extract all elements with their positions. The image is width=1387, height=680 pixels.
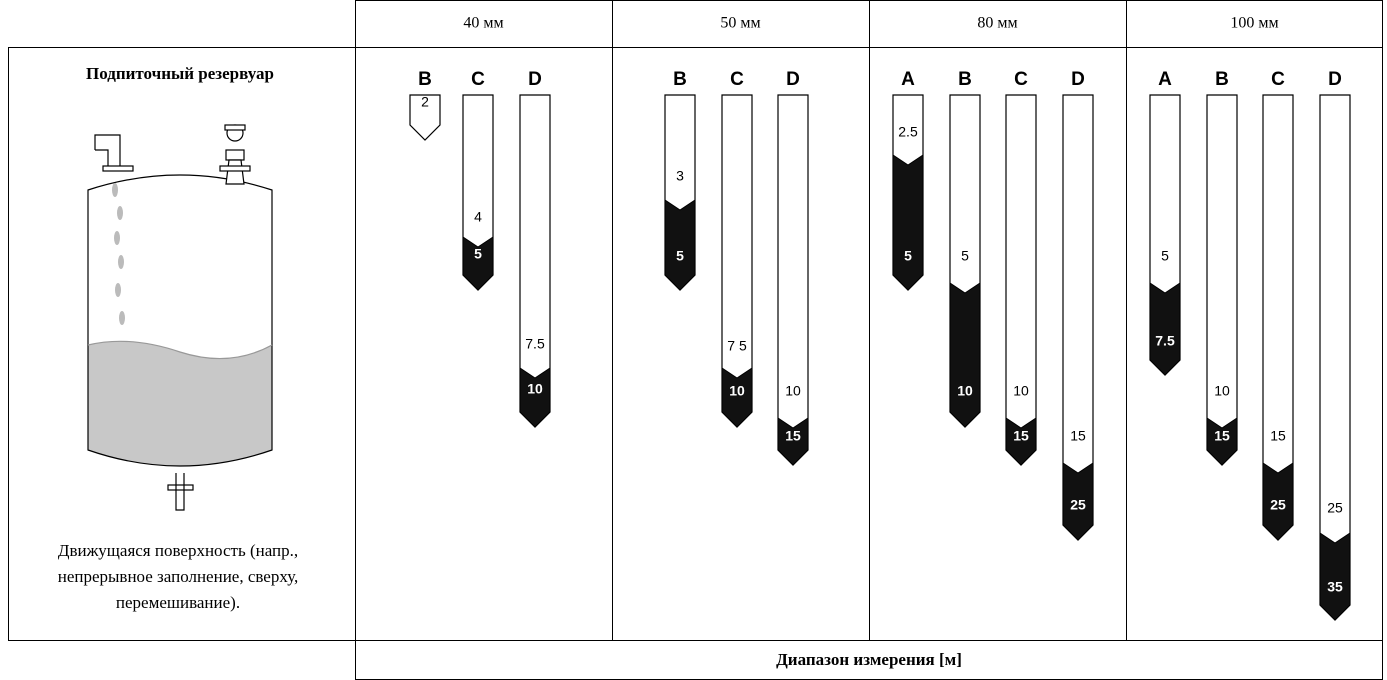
range-bar-max: [1005, 417, 1037, 466]
range-upper: 5: [1161, 248, 1169, 264]
range-bar-max: [777, 417, 809, 466]
tank-title: Подпиточный резервуар: [86, 64, 274, 83]
range-bar-max: [1262, 462, 1294, 541]
range-lower: 5: [904, 248, 912, 264]
range-lower: 15: [785, 428, 801, 444]
bar-letter: B: [1215, 69, 1229, 90]
caption-line: перемешивание).: [116, 593, 240, 612]
range-bar-max: [1319, 532, 1351, 621]
range-upper: 15: [1070, 428, 1086, 444]
bar-letter: B: [418, 69, 432, 90]
range-upper: 5: [961, 248, 969, 264]
bar-letter: D: [786, 69, 800, 90]
range-upper: 10: [1214, 383, 1230, 399]
range-lower: 10: [527, 381, 543, 397]
bar-letter: B: [673, 69, 687, 90]
bar-letter: D: [1328, 69, 1342, 90]
bar-letter: A: [901, 69, 915, 90]
bar-letter: D: [528, 69, 542, 90]
bar-letter: C: [1271, 69, 1285, 90]
range-lower: 15: [1013, 428, 1029, 444]
bar-letter: C: [1014, 69, 1028, 90]
range-lower: 10: [957, 383, 973, 399]
range-upper: 10: [785, 383, 801, 399]
column-header: 40 мм: [463, 15, 503, 32]
range-bar: [1005, 94, 1037, 466]
range-bar-max: [949, 282, 981, 428]
bar-letter: C: [730, 69, 744, 90]
range-bar-max: [1206, 417, 1238, 466]
range-lower: 5: [676, 248, 684, 264]
range-lower: 15: [1214, 428, 1230, 444]
range-bar-max: [721, 367, 753, 428]
bar-letter: B: [958, 69, 972, 90]
range-lower: 25: [1270, 497, 1286, 513]
range-upper: 2.5: [898, 124, 918, 140]
range-upper: 25: [1327, 500, 1343, 516]
range-lower: 10: [729, 383, 745, 399]
footer: Диапазон измерения [м]: [776, 650, 962, 669]
range-bar: [409, 94, 441, 141]
bar-letter: D: [1071, 69, 1085, 90]
tank-drawing: [87, 124, 273, 511]
range-bar-max: [664, 199, 696, 291]
range-upper: 3: [676, 168, 684, 184]
caption-line: непрерывное заполнение, сверху,: [58, 567, 299, 586]
range-bar-max: [1149, 282, 1181, 376]
range-bar-max: [1062, 462, 1094, 541]
bar-letter: C: [471, 69, 485, 90]
range-bar-max: [892, 154, 924, 291]
range-bar-max: [519, 367, 551, 428]
range-upper: 7 5: [727, 338, 747, 354]
bar-letter: A: [1158, 69, 1172, 90]
column-header: 100 мм: [1230, 15, 1278, 32]
range-lower: 5: [474, 246, 482, 262]
range-bar: [777, 94, 809, 466]
column-header: 80 мм: [977, 15, 1017, 32]
range-bar-max: [462, 236, 494, 291]
caption-line: Движущаяся поверхность (напр.,: [58, 541, 298, 560]
range-upper: 10: [1013, 383, 1029, 399]
column-header: 50 мм: [720, 15, 760, 32]
range-upper: 4: [474, 209, 482, 225]
range-upper: 7.5: [525, 336, 545, 352]
range-upper: 15: [1270, 428, 1286, 444]
range-lower: 25: [1070, 497, 1086, 513]
range-upper: 2: [421, 94, 429, 110]
range-bar: [1206, 94, 1238, 466]
range-lower: 7.5: [1155, 333, 1175, 349]
range-lower: 35: [1327, 579, 1343, 595]
